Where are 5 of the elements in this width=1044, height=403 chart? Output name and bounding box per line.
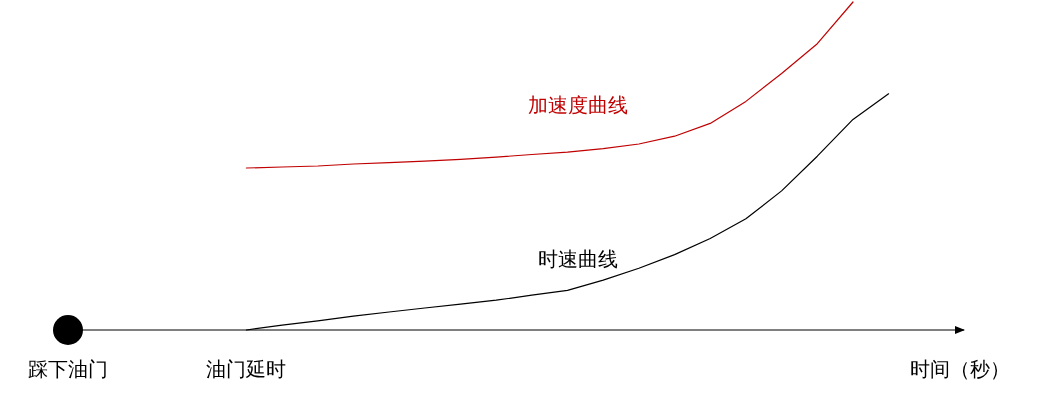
series-label: 加速度曲线 bbox=[527, 93, 628, 118]
x-axis-title: 时间（秒） bbox=[910, 357, 1010, 381]
series-label: 时速曲线 bbox=[537, 247, 618, 272]
x-tick-label: 油门延时 bbox=[206, 357, 287, 381]
x-tick-label: 踩下油门 bbox=[28, 357, 108, 381]
